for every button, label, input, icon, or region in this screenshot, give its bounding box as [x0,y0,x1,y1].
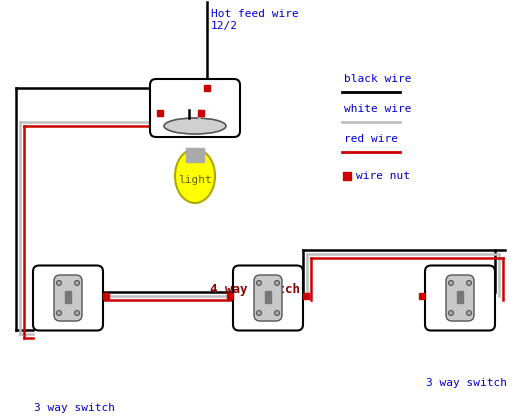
Text: 12/2: 12/2 [211,21,238,31]
Ellipse shape [164,118,226,134]
Text: 3 way switch: 3 way switch [34,403,115,413]
Text: white wire: white wire [344,104,411,114]
Circle shape [466,310,472,316]
Bar [343,172,351,180]
Bar [419,293,425,299]
Ellipse shape [175,149,215,203]
Circle shape [275,310,279,316]
FancyBboxPatch shape [33,266,103,331]
Circle shape [257,310,261,316]
Bar [65,291,71,303]
Text: black wire: black wire [344,74,411,84]
Circle shape [57,280,61,285]
FancyBboxPatch shape [150,79,240,137]
Bar [198,110,204,116]
Circle shape [75,310,80,316]
Bar [303,293,309,299]
Text: red wire: red wire [344,134,398,144]
Bar [265,291,271,303]
Circle shape [448,310,454,316]
Circle shape [275,280,279,285]
Bar [457,291,463,303]
Text: wire nut: wire nut [356,171,410,181]
Circle shape [466,280,472,285]
Bar [204,85,210,91]
Text: 3 way switch: 3 way switch [426,378,507,388]
Circle shape [257,280,261,285]
Bar [227,293,233,299]
Text: Hot feed wire: Hot feed wire [211,9,299,19]
FancyBboxPatch shape [425,266,495,331]
Bar [103,293,109,299]
FancyBboxPatch shape [446,275,474,321]
FancyBboxPatch shape [54,275,82,321]
Circle shape [57,310,61,316]
FancyBboxPatch shape [254,275,282,321]
Text: light: light [178,175,212,185]
Bar [186,148,204,162]
Circle shape [75,280,80,285]
FancyBboxPatch shape [233,266,303,331]
Bar [157,110,163,116]
Text: 4 way switch: 4 way switch [210,282,300,295]
Circle shape [448,280,454,285]
